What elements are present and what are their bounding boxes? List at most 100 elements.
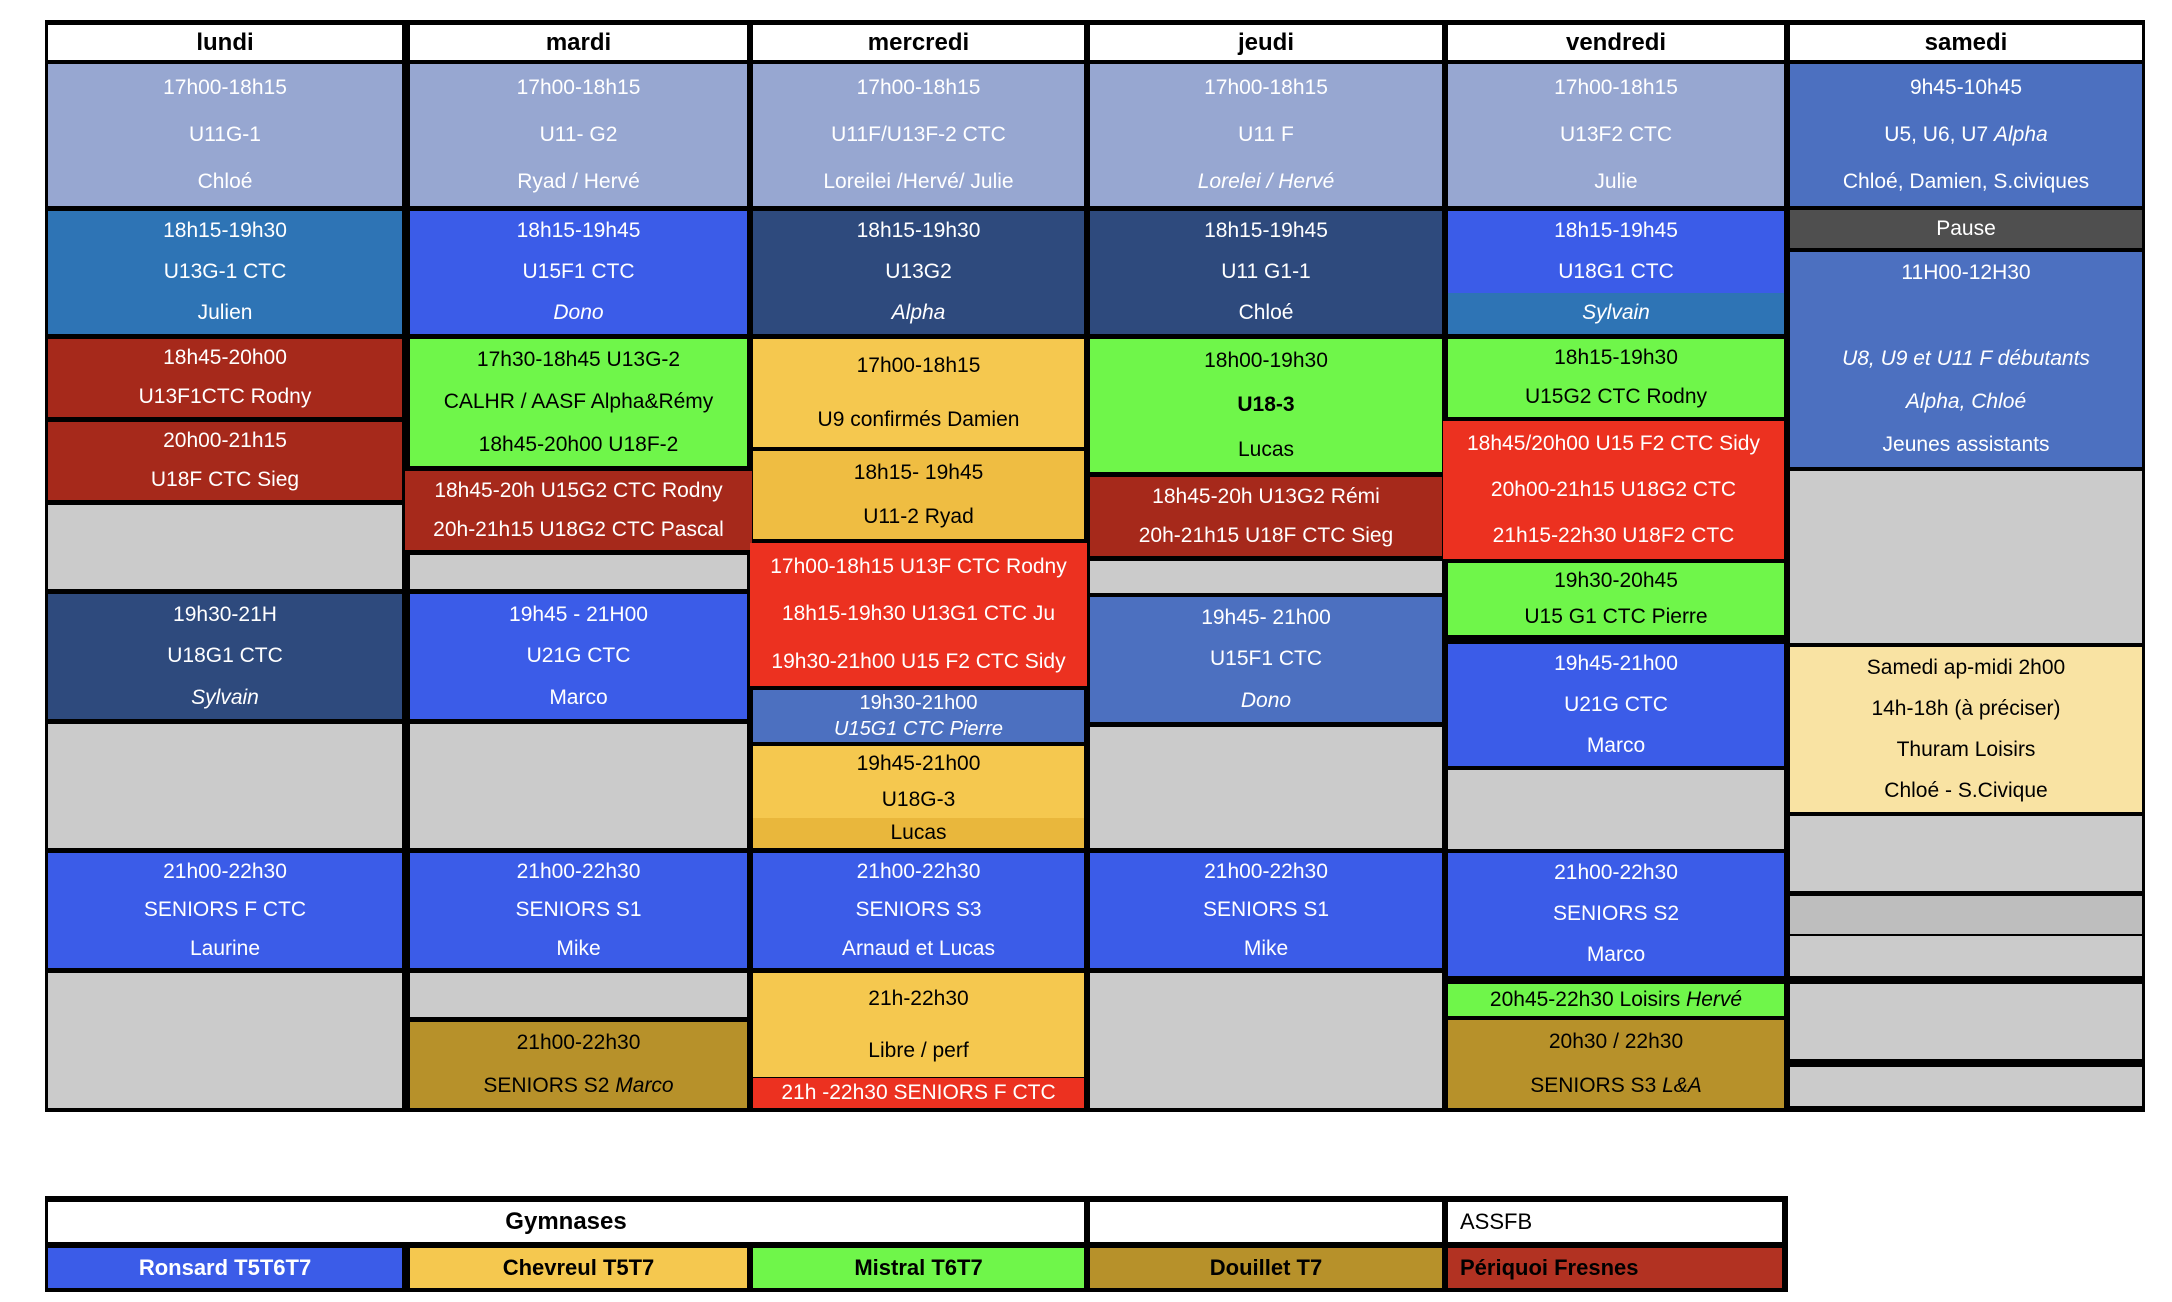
cell-jeudi-empty-2 bbox=[1090, 727, 1442, 848]
cell-text-line: U13G-1 CTC bbox=[163, 260, 287, 284]
cell-text-line: SENIORS S1 bbox=[1202, 898, 1330, 922]
cell-text-line: 17h00-18h15 bbox=[163, 75, 287, 99]
cell-text-line: Périquoi Fresnes bbox=[1460, 1255, 1639, 1281]
cell-text-line: Lorelei / Hervé bbox=[1197, 170, 1335, 194]
cell-text-line: 18h15- 19h45 bbox=[853, 460, 984, 484]
cell-text-line: U18G-3 bbox=[881, 787, 956, 811]
cell-samedi-empty-4 bbox=[1790, 984, 2142, 1059]
cell-text-line: Sylvain bbox=[1582, 301, 1650, 325]
cell-mardi-u15f1: 18h15-19h45 U15F1 CTC Dono bbox=[410, 211, 747, 334]
cell-text-line: U11G-1 bbox=[189, 122, 261, 146]
cell-text-line: U15 G1 CTC Pierre bbox=[1524, 604, 1708, 628]
cell-text-line: 20h45-22h30 Loisirs Hervé bbox=[1489, 987, 1743, 1011]
cell-text-line: Ronsard T5T6T7 bbox=[138, 1255, 312, 1281]
cell-text-line: 18h45/20h00 U15 F2 CTC Sidy bbox=[1466, 431, 1760, 455]
cell-jeudi-u11f: 17h00-18h15 U11 F Lorelei / Hervé bbox=[1090, 64, 1442, 206]
cell-text-line: Alpha, Chloé bbox=[1905, 390, 2027, 414]
cell-text-line: 17h00-18h15 bbox=[516, 75, 641, 99]
cell-text-line: 20h30 / 22h30 bbox=[1548, 1029, 1684, 1053]
cell-text-line: Chloé - S.Civique bbox=[1884, 779, 2048, 803]
cell-text-line: 21h -22h30 SENIORS F CTC bbox=[781, 1080, 1056, 1104]
cell-vendredi-u13f2: 17h00-18h15 U13F2 CTC Julie bbox=[1448, 64, 1784, 206]
cell-text-line: Marco bbox=[549, 686, 608, 710]
cell-text-line: 14h-18h (à préciser) bbox=[1871, 696, 2061, 720]
cell-jeudi-empty-1 bbox=[1090, 561, 1442, 593]
cell-vendredi-seniors-s2: 21h00-22h30 SENIORS S2 Marco bbox=[1448, 853, 1784, 976]
cell-text-line: Laurine bbox=[189, 936, 261, 960]
cell-text-line: U8, U9 et U11 F débutants bbox=[1842, 347, 2090, 371]
cell-text-line: U11 G1-1 bbox=[1221, 260, 1311, 284]
day-header-jeudi: jeudi bbox=[1090, 25, 1442, 60]
cell-samedi-empty-3b bbox=[1790, 936, 2142, 976]
cell-jeudi-darkred: 18h45-20h U13G2 Rémi 20h-21h15 U18F CTC S… bbox=[1090, 477, 1442, 556]
cell-vendredi-seniors-s3: 20h30 / 22h30 SENIORS S3 L&A bbox=[1448, 1020, 1784, 1108]
cell-vendredi-red: 18h45/20h00 U15 F2 CTC Sidy 20h00-21h15 U… bbox=[1443, 421, 1784, 559]
cell-text-line: 17h00-18h15 bbox=[1554, 75, 1678, 99]
cell-text-line: 18h15-19h30 bbox=[856, 219, 981, 243]
legend-douillet: Douillet T7 bbox=[1090, 1248, 1442, 1288]
cell-text-line: U15F1 CTC bbox=[522, 260, 635, 284]
legend-ronsard: Ronsard T5T6T7 bbox=[48, 1248, 402, 1288]
cell-text-line: 21h00-22h30 bbox=[516, 1031, 641, 1055]
cell-lundi-empty-2 bbox=[48, 724, 402, 848]
cell-text-line: U18-3 bbox=[1237, 393, 1295, 417]
cell-samedi-pause: Pause bbox=[1790, 210, 2142, 248]
cell-text-line: 18h15-19h30 bbox=[163, 219, 287, 243]
cell-text-line: 19h30-21H bbox=[173, 602, 277, 626]
cell-vendredi-u18g1: 18h15-19h45 U18G1 CTC bbox=[1448, 211, 1784, 293]
cell-text-line: 18h00-19h30 bbox=[1204, 349, 1328, 373]
cell-text-line: 20h00-21h15 U18G2 CTC bbox=[1490, 477, 1737, 501]
cell-text-line: Marco bbox=[1586, 943, 1646, 967]
cell-mardi-empty-3 bbox=[410, 973, 747, 1017]
cell-text-line: Lucas bbox=[890, 820, 947, 844]
cell-text-line: mardi bbox=[545, 28, 612, 56]
cell-text-line bbox=[1790, 304, 2142, 328]
day-header-vendredi: vendredi bbox=[1448, 25, 1784, 60]
cell-text-line: Chevreul T5T7 bbox=[502, 1255, 655, 1281]
cell-text-line: 20h-21h15 U18F CTC Sieg bbox=[1138, 524, 1394, 548]
cell-text-line: 21h15-22h30 U18F2 CTC bbox=[1492, 523, 1735, 547]
cell-text-line: U15F1 CTC bbox=[1209, 647, 1323, 671]
cell-mercredi-u13g2: 18h15-19h30 U13G2 Alpha bbox=[753, 211, 1084, 334]
cell-text-line: Thuram Loisirs bbox=[1896, 738, 2036, 762]
cell-vendredi-empty-1 bbox=[1448, 770, 1784, 849]
cell-lundi-seniors-f: 21h00-22h30 SENIORS F CTC Laurine bbox=[48, 853, 402, 968]
cell-text-line: U18G1 CTC bbox=[167, 644, 283, 668]
day-header-mercredi: mercredi bbox=[753, 25, 1084, 60]
cell-text-line: U5, U6, U7 Alpha bbox=[1884, 122, 2048, 146]
cell-text-line: U18F CTC Sieg bbox=[150, 468, 300, 492]
cell-mercredi-red: 17h00-18h15 U13F CTC Rodny 18h15-19h30 U1… bbox=[750, 543, 1087, 686]
cell-text-line: 19h30-21h00 bbox=[859, 691, 978, 714]
cell-samedi-apmidi: Samedi ap-midi 2h00 14h-18h (à préciser) T… bbox=[1790, 647, 2142, 812]
cell-text-line: 17h00-18h15 U13F CTC Rodny bbox=[770, 554, 1067, 578]
cell-text-line: U13F1CTC Rodny bbox=[138, 385, 312, 409]
cell-samedi-debutants: 11H00-12H30 U8, U9 et U11 F débutants Alp… bbox=[1790, 252, 2142, 467]
cell-text-line: 17h00-18h15 bbox=[856, 353, 981, 377]
cell-text-line: Mike bbox=[556, 936, 601, 960]
cell-text-line: Mistral T6T7 bbox=[854, 1255, 983, 1281]
cell-text-line: U18G1 CTC bbox=[1558, 260, 1674, 284]
day-header-mardi: mardi bbox=[410, 25, 747, 60]
cell-lundi-u18f: 20h00-21h15 U18F CTC Sieg bbox=[48, 422, 402, 500]
cell-lundi-u13g1: 18h15-19h30 U13G-1 CTC Julien bbox=[48, 211, 402, 334]
cell-text-line: 19h30-20h45 bbox=[1554, 568, 1678, 592]
cell-text-line: SENIORS S1 bbox=[515, 898, 642, 922]
cell-text-line: mercredi bbox=[867, 28, 970, 56]
cell-text-line: samedi bbox=[1924, 28, 2008, 56]
cell-text-line: 21h00-22h30 bbox=[163, 860, 287, 884]
cell-text-line: U21G CTC bbox=[1564, 692, 1668, 716]
cell-jeudi-seniors-s1: 21h00-22h30 SENIORS S1 Mike bbox=[1090, 853, 1442, 968]
cell-text-line: Marco bbox=[1586, 733, 1646, 757]
cell-text-line: Julien bbox=[197, 301, 253, 325]
cell-text-line: Arnaud et Lucas bbox=[842, 936, 995, 960]
legend-header-gymnases: Gymnases bbox=[48, 1202, 1084, 1242]
cell-text-line: Mike bbox=[1243, 936, 1289, 960]
cell-mercredi-u15g1: 19h30-21h00 U15G1 CTC Pierre bbox=[753, 690, 1084, 742]
legend-mistral: Mistral T6T7 bbox=[753, 1248, 1084, 1288]
cell-mercredi-u11-2: 18h15- 19h45 U11-2 Ryad bbox=[753, 451, 1084, 539]
cell-text-line: Douillet T7 bbox=[1209, 1255, 1323, 1281]
cell-text-line: vendredi bbox=[1565, 28, 1667, 56]
cell-samedi-empty-2 bbox=[1790, 816, 2142, 891]
cell-text-line: 18h15-19h45 bbox=[1554, 219, 1678, 243]
